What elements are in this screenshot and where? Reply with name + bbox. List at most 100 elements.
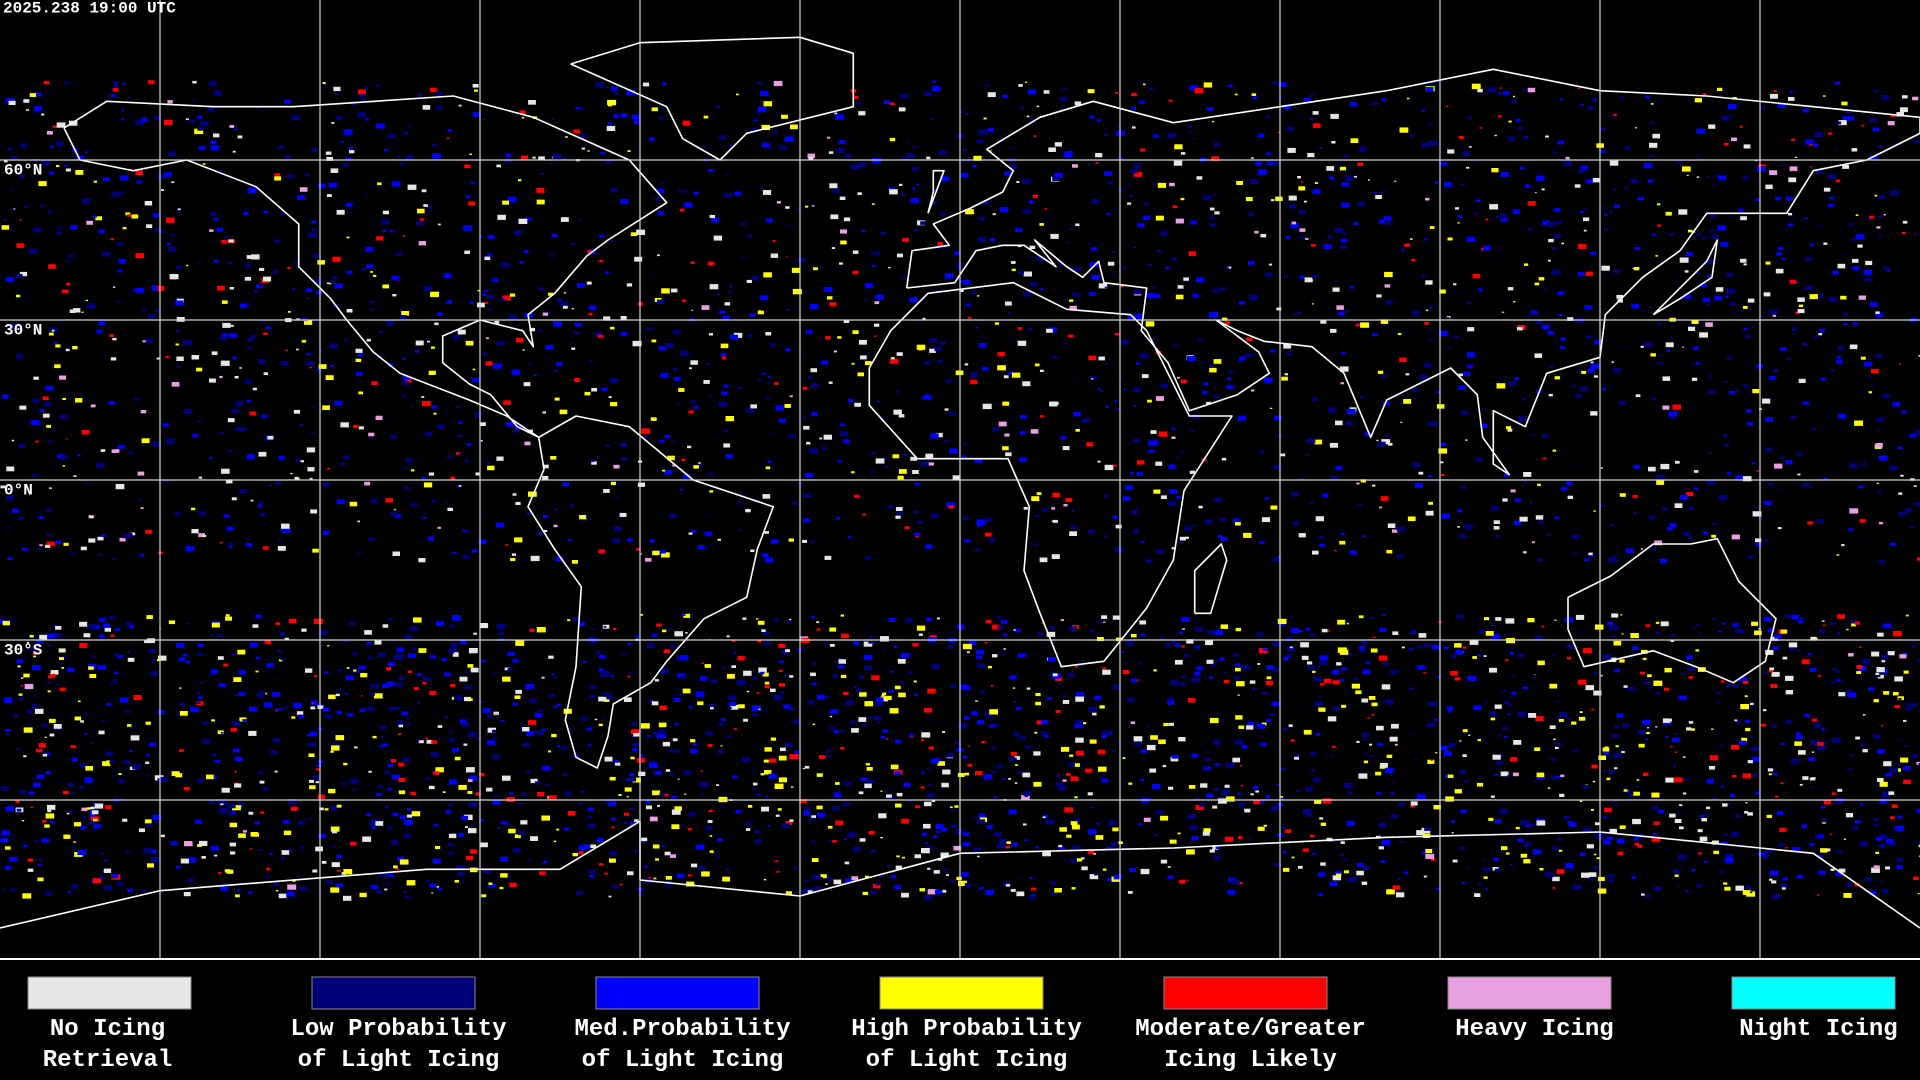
icing-cell: [1301, 861, 1304, 863]
icing-cell: [893, 645, 898, 648]
icing-cell: [1364, 431, 1372, 437]
icing-cell: [1428, 701, 1437, 707]
icing-cell: [1270, 407, 1273, 409]
icing-cell: [71, 884, 79, 889]
icing-cell: [1016, 181, 1020, 183]
icing-cell: [753, 119, 757, 122]
icing-cell: [1845, 882, 1852, 887]
icing-cell: [1665, 777, 1674, 783]
icing-cell: [1440, 746, 1448, 751]
icing-cell: [1531, 310, 1538, 315]
icing-cell: [1804, 217, 1808, 219]
icing-cell: [1593, 375, 1598, 378]
icing-cell: [176, 365, 182, 368]
icing-cell: [874, 335, 877, 337]
icing-cell: [1189, 825, 1198, 830]
icing-cell: [910, 654, 914, 656]
icing-cell: [288, 618, 297, 624]
icing-cell: [1428, 421, 1438, 427]
icing-cell: [652, 879, 656, 881]
icing-cell: [59, 232, 63, 234]
icing-cell: [505, 544, 509, 546]
icing-cell: [115, 628, 120, 631]
icing-cell: [1510, 489, 1516, 493]
icing-cell: [1784, 614, 1792, 619]
icing-cell: [1732, 775, 1737, 778]
icing-cell: [1266, 152, 1272, 155]
icing-cell: [937, 721, 940, 723]
icing-cell: [942, 731, 946, 733]
icing-cell: [991, 624, 1000, 630]
icing-cell: [689, 748, 698, 754]
icing-cell: [217, 730, 224, 735]
icing-cell: [1044, 735, 1049, 738]
icing-cell: [972, 164, 977, 168]
icing-cell: [393, 655, 402, 660]
icing-cell: [258, 771, 264, 775]
icing-cell: [16, 808, 22, 812]
icing-cell: [207, 106, 216, 112]
icing-cell: [96, 329, 103, 334]
icing-cell: [1579, 631, 1583, 633]
icing-cell: [802, 539, 808, 543]
icing-cell: [853, 846, 862, 852]
icing-cell: [1438, 330, 1448, 337]
icing-cell: [1143, 83, 1146, 86]
icing-cell: [1359, 148, 1367, 153]
icing-cell: [446, 137, 450, 140]
icing-cell: [1116, 125, 1120, 128]
icing-cell: [1286, 236, 1291, 240]
icing-cell: [69, 309, 76, 313]
icing-cell: [79, 621, 88, 627]
icing-cell: [1039, 369, 1044, 372]
icing-cell: [1535, 515, 1544, 520]
icing-cell: [1394, 180, 1397, 182]
icing-cell: [1635, 394, 1641, 398]
icing-cell: [284, 637, 289, 641]
icing-cell: [1556, 869, 1565, 874]
icing-cell: [1768, 309, 1778, 315]
icing-cell: [1669, 813, 1676, 818]
icing-cell: [1602, 388, 1607, 391]
icing-cell: [382, 229, 387, 232]
icing-cell: [68, 254, 74, 258]
icing-cell: [322, 707, 330, 712]
icing-cell: [447, 843, 454, 847]
icing-cell: [665, 342, 674, 349]
icing-cell: [11, 508, 19, 513]
icing-cell: [497, 827, 500, 829]
icing-cell: [852, 330, 859, 334]
icing-cell: [1061, 746, 1070, 752]
icing-cell: [997, 351, 1005, 357]
icing-cell: [1523, 472, 1532, 477]
icing-cell: [47, 690, 51, 693]
icing-cell: [1905, 706, 1912, 711]
icing-cell: [1039, 223, 1044, 226]
icing-cell: [93, 180, 97, 183]
icing-cell: [1277, 131, 1280, 134]
icing-cell: [715, 105, 720, 108]
icing-cell: [607, 122, 613, 125]
icing-cell: [817, 812, 826, 818]
icing-cell: [896, 253, 903, 258]
icing-cell: [386, 681, 395, 686]
icing-cell: [589, 874, 595, 878]
icing-cell: [911, 166, 919, 172]
icing-cell: [1842, 312, 1848, 316]
icing-cell: [969, 379, 978, 385]
icing-cell: [1492, 259, 1495, 261]
icing-cell: [1752, 773, 1758, 777]
icing-cell: [1429, 306, 1433, 309]
icing-cell: [1762, 709, 1767, 712]
icing-cell: [1197, 337, 1203, 341]
icing-cell: [1167, 875, 1174, 880]
icing-cell: [1801, 824, 1808, 829]
icing-cell: [475, 414, 481, 419]
icing-cell: [1033, 781, 1042, 787]
icing-cell: [1682, 166, 1691, 172]
icing-cell: [1033, 135, 1037, 137]
icing-cell: [913, 532, 920, 537]
icing-cell: [964, 539, 970, 543]
icing-cell: [1390, 792, 1395, 795]
